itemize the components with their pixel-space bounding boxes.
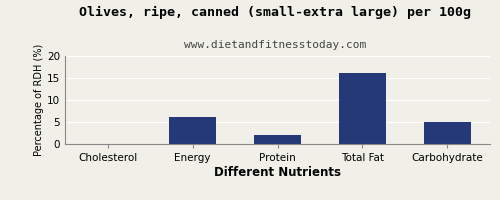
Bar [169, 117, 216, 144]
Bar [424, 122, 470, 144]
X-axis label: Different Nutrients: Different Nutrients [214, 166, 341, 179]
Text: www.dietandfitnesstoday.com: www.dietandfitnesstoday.com [184, 40, 366, 50]
Y-axis label: Percentage of RDH (%): Percentage of RDH (%) [34, 44, 44, 156]
Text: Olives, ripe, canned (small-extra large) per 100g: Olives, ripe, canned (small-extra large)… [79, 6, 471, 19]
Bar [339, 73, 386, 144]
Bar [254, 135, 301, 144]
